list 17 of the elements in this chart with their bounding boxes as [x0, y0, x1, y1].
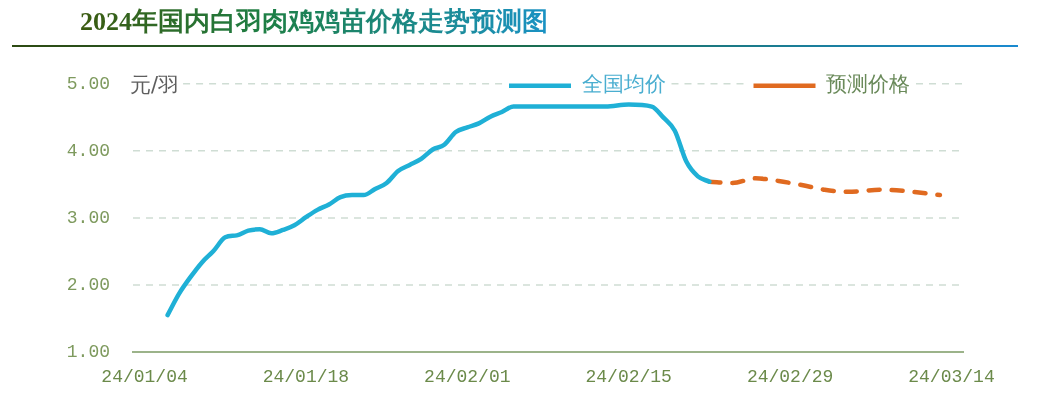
y-tick-label: 1.00 [66, 341, 110, 362]
x-tick-label: 24/03/14 [908, 366, 995, 387]
chart-title: 2024年国内白羽肉鸡鸡苗价格走势预测图 [80, 6, 548, 38]
y-axis-title: 元/羽 [130, 73, 180, 98]
x-tick-label: 24/02/15 [585, 366, 672, 387]
line-series [707, 176, 943, 198]
line-series [165, 102, 712, 318]
y-tick-label: 2.00 [66, 274, 110, 295]
x-tick-label: 24/02/29 [746, 366, 834, 387]
y-tick-label: 3.00 [66, 207, 110, 228]
x-tick-label: 24/02/01 [424, 366, 511, 387]
x-tick-label: 24/01/04 [101, 366, 188, 387]
legend-label: 预测价格 [826, 72, 910, 97]
y-tick-label: 4.00 [66, 140, 110, 161]
legend-label: 全国均价 [581, 72, 666, 97]
y-tick-label: 5.00 [66, 73, 110, 94]
x-tick-label: 24/01/18 [262, 366, 350, 387]
